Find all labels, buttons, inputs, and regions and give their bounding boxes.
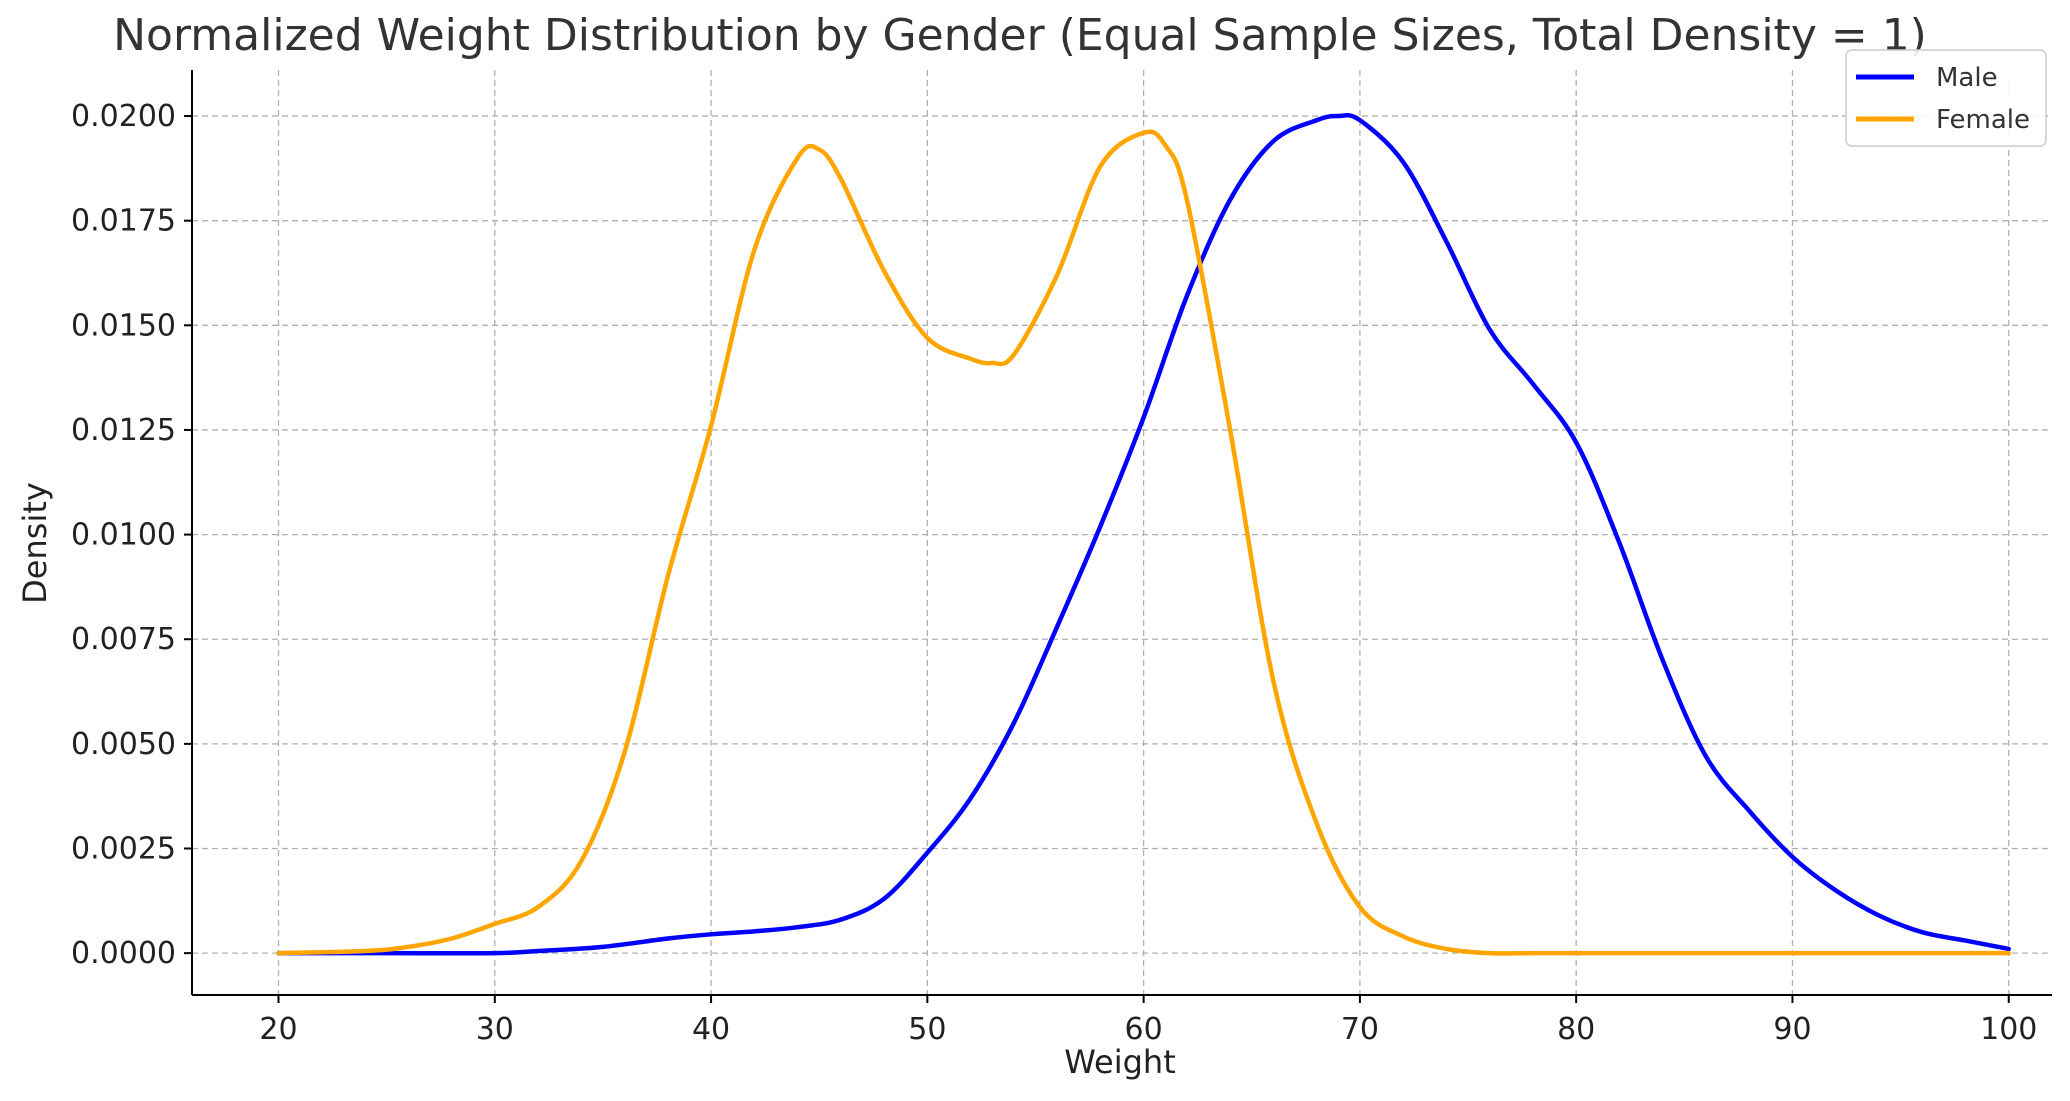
x-tick-label: 30 [476,1012,514,1047]
y-tick-label: 0.0025 [71,832,176,867]
x-tick-label: 100 [1980,1012,2037,1047]
x-tick-label: 20 [259,1012,297,1047]
y-tick-label: 0.0175 [71,204,176,239]
legend-box [1845,49,2047,147]
y-tick-label: 0.0100 [71,518,176,553]
x-tick-label: 80 [1557,1012,1595,1047]
x-tick-label: 40 [692,1012,730,1047]
y-tick-label: 0.0075 [71,622,176,657]
y-axis-label: Density [16,482,54,604]
y-tick-label: 0.0200 [71,99,176,134]
grid-layer [192,70,2052,995]
legend-label-male: Male [1936,63,1998,93]
axes-layer: 20 30 40 50 60 70 80 90 100 0.0000 0.0025 0.0050 0.0… [71,70,2052,1047]
chart-title: Normalized Weight Distribution by Gender… [113,10,1927,61]
y-tick-label: 0.0150 [71,308,176,343]
series-line-female [276,129,2011,956]
y-tick-label: 0.0000 [71,936,176,971]
x-tick-label: 60 [1125,1012,1163,1047]
y-tick-label: 0.0125 [71,413,176,448]
series-line-male [276,113,2011,956]
x-tick-label: 70 [1341,1012,1379,1047]
x-tick-label: 50 [908,1012,946,1047]
x-axis-label: Weight [1064,1043,1175,1081]
y-tick-label: 0.0050 [71,727,176,762]
legend: Male Female [1845,49,2047,147]
series-layer [276,113,2011,956]
legend-label-female: Female [1936,105,2030,135]
x-tick-label: 90 [1773,1012,1811,1047]
